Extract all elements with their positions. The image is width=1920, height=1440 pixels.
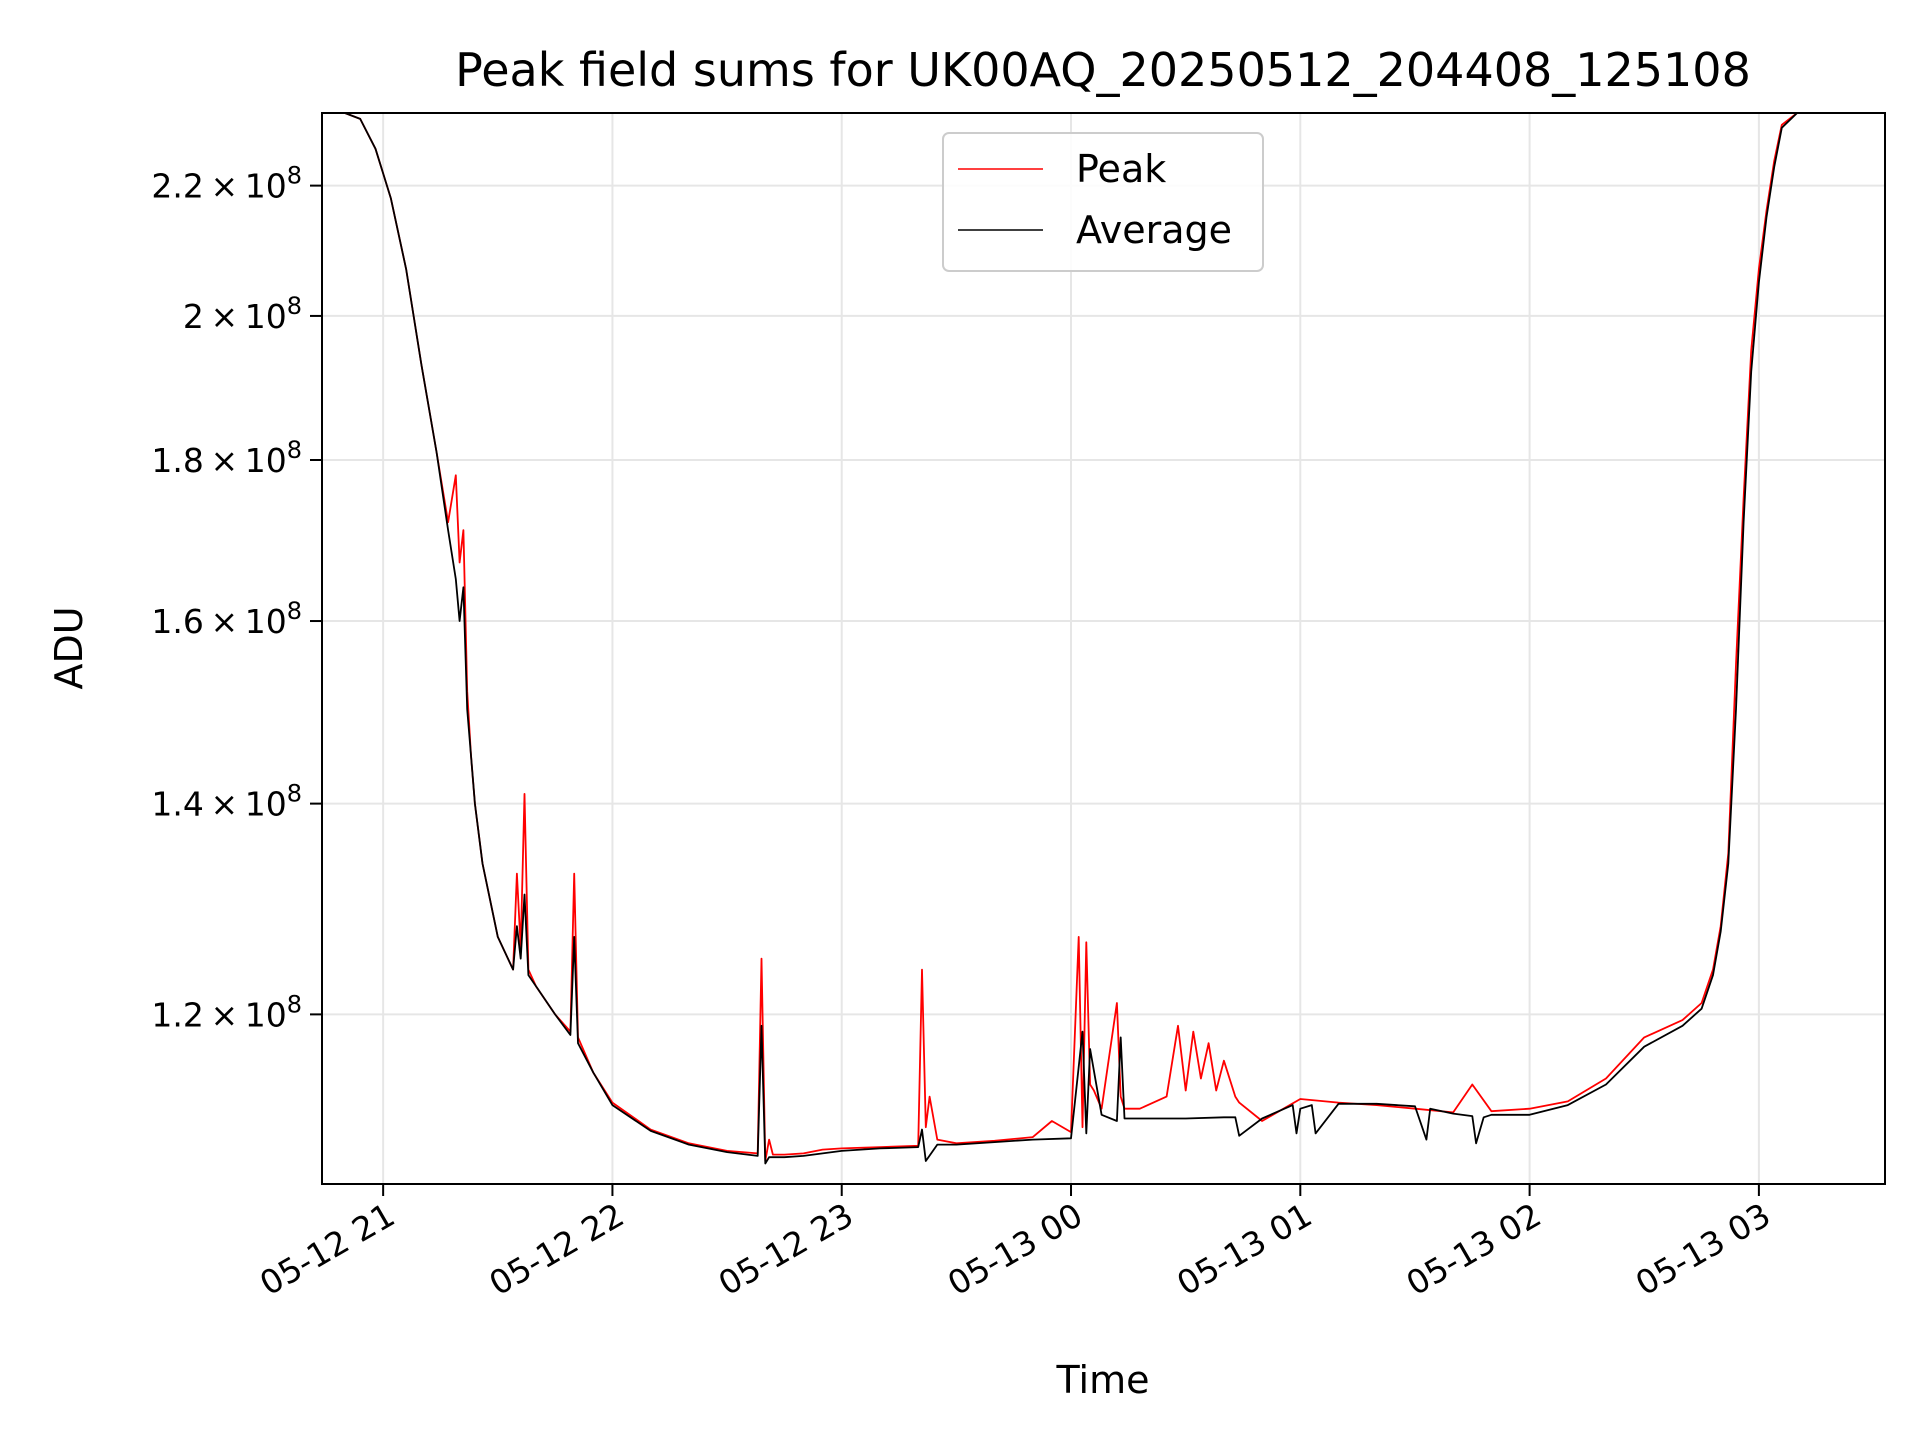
y-tick-label: 1.8 × 108 bbox=[151, 436, 302, 480]
y-tick-label: 2.2 × 108 bbox=[151, 162, 302, 206]
y-tick-label: 1.4 × 108 bbox=[151, 780, 302, 824]
x-axis-label: Time bbox=[1056, 1358, 1150, 1402]
plot-area bbox=[321, 112, 1886, 1185]
series-line-average bbox=[322, 113, 1813, 1165]
chart-title: Peak field sums for UK00AQ_20250512_2044… bbox=[455, 43, 1751, 97]
series-lines bbox=[322, 113, 1813, 1165]
legend-label-average: Average bbox=[1076, 208, 1232, 252]
y-axis-label: ADU bbox=[47, 606, 91, 689]
y-tick-label: 1.2 × 108 bbox=[151, 990, 302, 1034]
y-tick-label: 2 × 108 bbox=[183, 292, 302, 336]
legend-label-peak: Peak bbox=[1076, 147, 1166, 191]
legend: Peak Average bbox=[942, 132, 1264, 272]
legend-box bbox=[942, 132, 1264, 272]
grid bbox=[322, 113, 1885, 1184]
y-tick-label: 1.6 × 108 bbox=[151, 597, 302, 641]
y-axis: 1.2 × 108 1.4 × 108 1.6 × 108 1.8 × 108 2 × … bbox=[151, 162, 322, 1034]
